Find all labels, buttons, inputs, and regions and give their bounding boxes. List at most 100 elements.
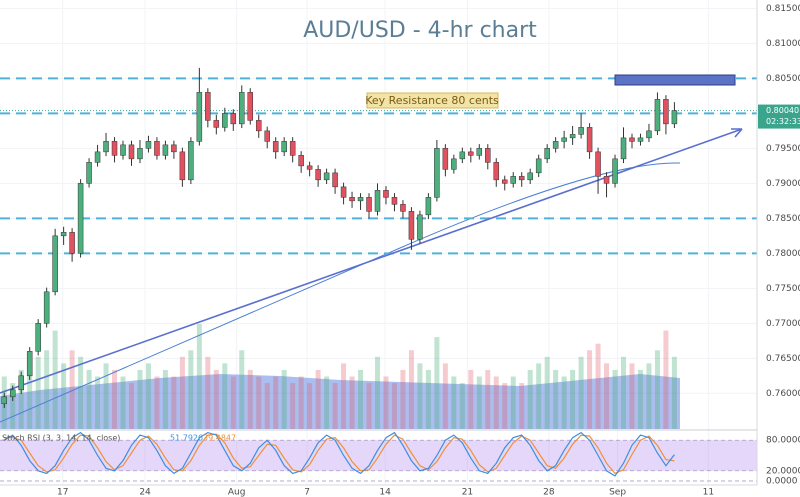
candle-body	[35, 323, 41, 352]
volume-bar	[612, 369, 618, 429]
volume-bar	[553, 369, 559, 429]
candle-body	[289, 141, 296, 156]
stoch-label: Stoch RSI (3, 3, 14, 14, close)	[2, 434, 120, 443]
volume-bar	[383, 376, 389, 429]
candle-body	[213, 120, 220, 128]
y-tick-label: 0.81500	[766, 4, 800, 14]
volume-bar	[247, 369, 253, 429]
volume-bar	[171, 376, 177, 429]
candle-body	[459, 151, 466, 160]
candle-body	[408, 211, 415, 240]
y-tick-label: 0.79000	[766, 179, 800, 189]
volume-bar	[162, 369, 168, 429]
volume-bar	[298, 376, 304, 429]
volume-bar	[137, 369, 143, 429]
candle-body	[188, 141, 194, 181]
candle-body	[535, 158, 542, 174]
stoch-k-line	[3, 431, 675, 477]
y-tick-label: 0.76500	[766, 354, 800, 364]
x-tick-label: 28	[543, 488, 555, 497]
y-tick-label: 0.77000	[766, 319, 800, 329]
volume-average-area	[0, 374, 680, 429]
candle-body	[552, 141, 559, 149]
volume-bar	[442, 363, 448, 429]
volume-bar	[154, 376, 160, 429]
volume-bar	[459, 383, 465, 429]
volume-bar	[324, 376, 330, 429]
volume-bar	[570, 369, 576, 429]
candle-body	[595, 151, 601, 177]
volume-bar	[315, 369, 321, 429]
candle-body	[603, 176, 610, 184]
last-price-box	[758, 104, 800, 129]
volume-bar	[493, 376, 499, 429]
candle-body	[442, 148, 449, 170]
volume-bar	[527, 369, 533, 429]
x-tick-label: 7	[304, 488, 310, 497]
candle-body	[349, 197, 355, 202]
last-price-label: 0.80040	[766, 106, 799, 115]
volume-bar	[222, 363, 228, 429]
stoch-tick-label: 0.0000	[766, 477, 798, 487]
candle-body	[26, 351, 33, 377]
candle-body	[340, 186, 347, 198]
annotation-box	[366, 92, 499, 109]
volume-bar	[375, 356, 380, 429]
volume-bar	[128, 383, 134, 429]
volume-bar	[358, 369, 364, 429]
volume-bar	[44, 350, 50, 429]
volume-bar	[103, 363, 109, 429]
x-tick-label: 21	[462, 488, 473, 497]
volume-bar	[578, 356, 584, 429]
candle-body	[120, 144, 126, 156]
candle-body	[586, 127, 593, 153]
x-tick-label: 24	[139, 488, 151, 497]
volume-bar	[188, 350, 194, 429]
volume-bar	[230, 376, 236, 429]
x-tick-label: 17	[57, 488, 68, 497]
volume-bar	[120, 376, 126, 429]
candle-body	[468, 151, 474, 156]
candle-body	[637, 137, 644, 142]
candle-body	[620, 137, 627, 160]
volume-bar	[86, 369, 92, 429]
candle-body	[366, 197, 372, 212]
candle-body	[77, 183, 84, 254]
volume-bar	[391, 383, 397, 429]
volume-bar	[95, 376, 101, 429]
moving-average-line	[0, 162, 681, 423]
volume-bar	[256, 376, 262, 429]
x-tick-label: 14	[379, 488, 391, 497]
candle-body	[501, 179, 508, 184]
volume-bar	[629, 363, 635, 429]
y-tick-label: 0.76000	[766, 389, 800, 399]
candle-body	[60, 232, 67, 237]
candle-body	[332, 172, 338, 188]
candle-body	[103, 141, 109, 153]
candle-body	[383, 190, 389, 198]
volume-bar	[671, 356, 677, 429]
candle-body	[94, 151, 101, 163]
x-tick-label: Sep	[609, 488, 626, 497]
candle-body	[154, 141, 160, 156]
trend-arrow	[731, 128, 743, 138]
countdown: 02:32:33	[766, 117, 800, 126]
volume-bar	[213, 369, 219, 429]
volume-bar	[417, 363, 423, 429]
chart-title: AUD/USD - 4-hr chart	[303, 18, 537, 43]
annotation: Key Resistance 80 cents	[365, 94, 499, 107]
candle-body	[52, 235, 58, 293]
candle-body	[111, 141, 118, 156]
candle-body	[510, 176, 516, 184]
candle-body	[671, 110, 678, 125]
candle-body	[162, 144, 169, 156]
candle-body	[434, 148, 440, 198]
volume-bar	[621, 356, 627, 429]
candle-body	[485, 148, 491, 163]
candle-body	[222, 113, 228, 128]
candle-body	[9, 389, 16, 398]
volume-bar	[561, 376, 567, 429]
candle-body	[663, 99, 669, 125]
volume-bar	[307, 383, 313, 429]
candle-body	[43, 291, 50, 324]
